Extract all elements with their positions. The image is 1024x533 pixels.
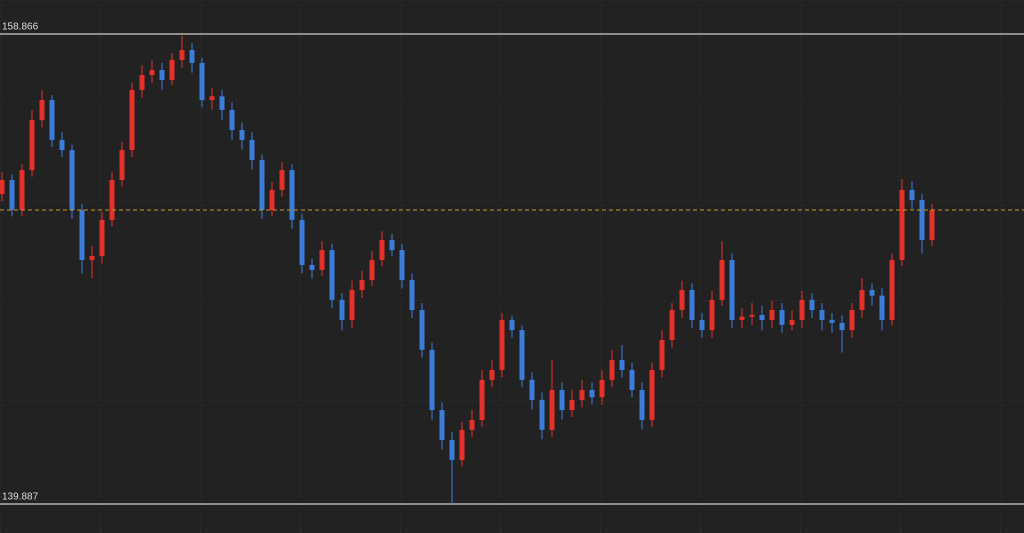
candle-body	[489, 369, 495, 380]
candle-body	[419, 310, 425, 350]
candle-body	[469, 419, 475, 430]
candle-body	[829, 319, 835, 323]
candle-body	[39, 100, 45, 121]
candle-body	[139, 75, 145, 90]
candle-body	[289, 170, 295, 220]
candle-body	[699, 319, 705, 331]
candle-body	[259, 159, 265, 210]
candle-body	[179, 49, 185, 60]
candle-body	[439, 410, 445, 441]
candle-body	[159, 70, 165, 80]
price-label: 158.866	[2, 22, 39, 33]
candle-body	[909, 189, 915, 201]
candle-body	[249, 139, 255, 160]
candle-body	[889, 259, 895, 320]
candle-body	[379, 239, 385, 260]
candle-body	[799, 299, 805, 320]
candle-body	[209, 96, 215, 101]
candle-body	[89, 256, 95, 260]
candle-body	[509, 319, 515, 331]
candle-body	[689, 289, 695, 320]
candle-body	[929, 209, 935, 240]
candle-body	[649, 369, 655, 420]
candle-body	[619, 360, 625, 370]
candle-body	[599, 379, 605, 398]
candle-body	[839, 322, 845, 331]
candle-body	[499, 319, 505, 370]
candle-body	[919, 200, 925, 240]
candle-body	[359, 280, 365, 290]
candle-body	[609, 360, 615, 380]
candle-body	[429, 349, 435, 411]
candle-body	[639, 390, 645, 420]
candle-body	[219, 96, 225, 110]
candle-body	[859, 289, 865, 311]
candle-body	[899, 189, 905, 260]
candle-body	[869, 289, 875, 296]
candle-body	[299, 219, 305, 265]
candle-body	[879, 295, 885, 320]
candle-body	[149, 70, 155, 76]
candle-body	[79, 209, 85, 260]
candle-body	[749, 314, 755, 317]
candle-body	[849, 310, 855, 331]
candle-body	[49, 100, 55, 140]
candle-body	[459, 429, 465, 461]
candle-body	[409, 280, 415, 311]
price-label: 139.887	[2, 492, 39, 503]
candle-body	[329, 250, 335, 300]
candle-body	[399, 250, 405, 281]
candle-body	[819, 310, 825, 320]
candle-body	[529, 379, 535, 400]
candle-body	[809, 299, 815, 311]
candle-body	[719, 259, 725, 300]
candle-body	[199, 62, 205, 101]
candle-body	[169, 59, 175, 80]
candle-body	[349, 289, 355, 320]
candle-body	[679, 289, 685, 311]
candle-body	[449, 440, 455, 461]
candle-body	[629, 369, 635, 391]
candle-body	[129, 89, 135, 151]
candle-body	[539, 399, 545, 430]
candle-body	[189, 49, 195, 63]
candle-body	[29, 120, 35, 171]
candle-body	[769, 310, 775, 320]
candle-body	[269, 189, 275, 210]
candle-body	[369, 259, 375, 281]
candle-body	[239, 129, 245, 140]
candle-body	[279, 170, 285, 190]
candle-body	[479, 379, 485, 420]
candle-body	[739, 316, 745, 320]
candle-body	[0, 180, 5, 195]
candle-body	[229, 109, 235, 130]
candle-body	[389, 239, 395, 251]
candle-body	[339, 299, 345, 320]
candle-body	[59, 139, 65, 151]
candle-body	[709, 299, 715, 331]
candle-body	[759, 314, 765, 320]
candle-body	[729, 259, 735, 320]
candle-body	[119, 150, 125, 181]
candle-body	[19, 170, 25, 210]
candle-body	[549, 390, 555, 430]
candle-body	[569, 399, 575, 411]
candle-body	[99, 219, 105, 257]
candle-body	[789, 319, 795, 325]
candle-body	[669, 310, 675, 340]
candle-body	[519, 330, 525, 380]
candle-body	[559, 390, 565, 411]
candle-body	[309, 264, 315, 270]
candle-body	[589, 390, 595, 398]
candle-body	[779, 310, 785, 325]
candle-body	[109, 180, 115, 220]
candle-body	[579, 390, 585, 400]
candle-body	[69, 150, 75, 210]
candle-body	[9, 180, 15, 210]
candle-body	[319, 250, 325, 270]
candle-body	[659, 339, 665, 370]
